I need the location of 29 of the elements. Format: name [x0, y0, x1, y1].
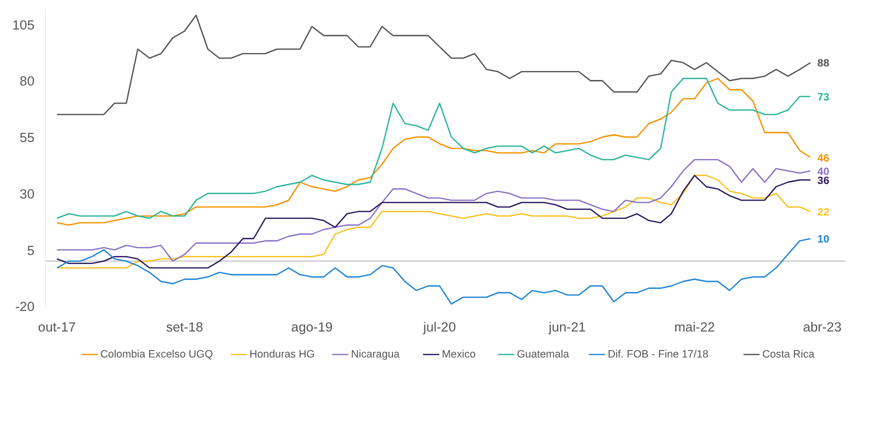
legend-label: Guatemala: [516, 348, 570, 360]
legend-label: Costa Rica: [762, 348, 814, 360]
line-series: [56, 158, 812, 262]
line-series: [56, 14, 812, 116]
x-tick-label: out-17: [38, 320, 76, 334]
legend-label: Honduras HG: [250, 348, 315, 360]
legend-label: Mexico: [442, 348, 476, 360]
data-label: 88: [817, 58, 830, 70]
x-tick-label: mai-22: [674, 320, 715, 334]
x-tick-label: abr-23: [802, 320, 842, 334]
x-tick-label: jul-20: [422, 320, 456, 334]
y-tick-label: 105: [12, 17, 35, 32]
data-label: 46: [817, 152, 830, 164]
legend-label: Nicaragua: [351, 348, 400, 360]
line-series: [56, 238, 812, 305]
data-label: 73: [817, 91, 830, 104]
line-series: [56, 174, 812, 269]
x-tick-label: ago-19: [291, 320, 333, 334]
x-tick-label: jun-21: [548, 320, 586, 334]
data-label: 22: [817, 206, 830, 219]
data-label: 10: [817, 234, 830, 246]
x-tick-label: set-18: [166, 320, 204, 334]
legend-label: Dif. FOB - Fine 17/18: [608, 348, 708, 360]
y-tick-label: 5: [27, 242, 35, 258]
y-tick-label: 80: [20, 74, 35, 89]
y-tick-label: 55: [20, 130, 35, 146]
legend-label: Colombia Excelso UGQ: [100, 348, 213, 360]
y-tick-label: -20: [15, 299, 34, 314]
y-tick-label: 30: [20, 186, 35, 202]
